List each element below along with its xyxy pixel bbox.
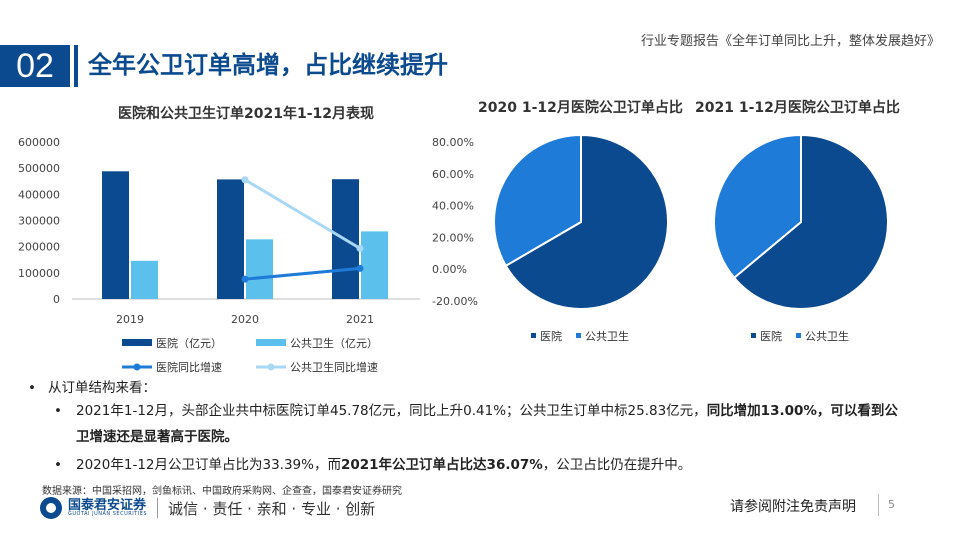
bar-series [102, 171, 388, 299]
line-series [241, 176, 364, 283]
bar-public [246, 239, 273, 299]
page-number: 5 [888, 498, 895, 511]
report-tag: 行业专题报告《全年订单同比上升，整体发展趋好》 [640, 34, 940, 49]
y2-tick-label: 0.00% [432, 263, 467, 276]
logo-cn: 国泰君安证券 [68, 498, 147, 513]
pie-2020: 医院 公共卫生 [495, 133, 669, 343]
y-tick-label: 0 [53, 293, 60, 306]
pie-2020-title: 2020 1-12月医院公卫订单占比 [478, 100, 683, 116]
left-axis-ticks: 600000 500000 400000 300000 200000 100000 0 [18, 136, 60, 306]
logo-en: GUOTAI JUNAN SECURITIES [68, 511, 148, 517]
company-logo: 国泰君安证券 GUOTAI JUNAN SECURITIES [68, 499, 147, 517]
company-logo-icon [40, 497, 62, 519]
pie-slice-public [495, 133, 582, 268]
x-tick-label: 2019 [116, 313, 144, 326]
line-point [241, 275, 249, 283]
bullet-2-text-b: ，公卫占比仍在提升中。 [542, 457, 692, 473]
y-tick-label: 300000 [18, 215, 60, 228]
bullet-dot-icon: • [54, 403, 62, 419]
bar-public [131, 260, 158, 299]
legend-swatch [796, 333, 801, 338]
pie-2021: 医院 公共卫生 [715, 133, 889, 343]
legend-swatch [751, 333, 756, 338]
slogan: 诚信 · 责任 · 亲和 · 专业 · 创新 [168, 499, 376, 518]
combo-chart: 600000 500000 400000 300000 200000 100000 0 80… [18, 136, 478, 374]
x-tick-label: 2021 [346, 313, 374, 326]
pie-slice-public [715, 133, 802, 280]
pie-2021-legend: 医院 公共卫生 [751, 329, 849, 343]
y-tick-label: 400000 [18, 188, 60, 201]
data-source: 数据来源：中国采招网，剑鱼标讯、中国政府采购网、企查查，国泰君安证券研究 [42, 486, 402, 497]
bullet-item-2: • 2020年1-12月公卫订单占比为33.39%，而2021年公卫订单占比达3… [54, 452, 906, 478]
y-tick-label: 100000 [18, 267, 60, 280]
combo-legend: 医院（亿元） 公共卫生（亿元） 医院同比增速 公共卫生同比增速 [122, 336, 378, 374]
pie-slice-hospital [732, 133, 889, 310]
bullet-item-1: • 2021年1-12月，头部企业共中标医院订单45.78亿元，同比上升0.41… [54, 398, 906, 450]
page-divider [878, 494, 879, 516]
line-hospital-growth [244, 266, 361, 281]
legend-label: 公共卫生 [805, 329, 849, 343]
bullet-1-text: 2021年1-12月，头部企业共中标医院订单45.78亿元，同比上升0.41%；… [76, 403, 707, 419]
pie-2021-title: 2021 1-12月医院公卫订单占比 [695, 100, 900, 116]
x-tick-label: 2020 [231, 313, 259, 326]
line-point [356, 264, 364, 272]
line-public-growth [244, 178, 361, 250]
legend-label: 公共卫生同比增速 [290, 360, 378, 374]
section-divider [74, 45, 78, 87]
right-axis-ticks: 80.00% 60.00% 40.00% 20.00% 0.00% -20.00% [432, 136, 478, 308]
slogan-divider [157, 498, 159, 518]
disclaimer: 请参阅附注免责声明 [730, 499, 856, 515]
bullet-1-bold-a: 同比增加13.00%， [706, 403, 831, 419]
legend-label: 公共卫生（亿元） [290, 336, 378, 350]
line-point [241, 176, 249, 184]
legend-swatch [576, 333, 581, 338]
pie-2020-legend: 医院 公共卫生 [531, 329, 629, 343]
footer-brand: 国泰君安证券 GUOTAI JUNAN SECURITIES 诚信 · 责任 ·… [40, 496, 375, 520]
pie-slice-hospital [504, 133, 669, 310]
y2-tick-label: -20.00% [432, 295, 478, 308]
legend-label: 医院（亿元） [156, 336, 222, 350]
section-title: 全年公卫订单高增，占比继续提升 [88, 51, 448, 79]
legend-label: 医院 [540, 329, 562, 343]
legend-label: 医院 [760, 329, 782, 343]
bullet-dot-icon: • [28, 380, 36, 396]
combo-chart-title: 医院和公共卫生订单2021年1-12月表现 [118, 106, 374, 122]
legend-label: 医院同比增速 [156, 360, 222, 374]
bullet-dot-icon: • [54, 457, 62, 473]
y2-tick-label: 60.00% [432, 168, 474, 181]
legend-marker [267, 363, 275, 371]
legend-marker [133, 363, 141, 371]
x-axis-ticks: 2019 2020 2021 [116, 313, 374, 326]
bar-hospital [217, 179, 244, 299]
y2-tick-label: 80.00% [432, 136, 474, 149]
bullet-2-bold: 2021年公卫订单占比达36.07% [340, 457, 543, 473]
line-point [356, 244, 364, 252]
y-tick-label: 600000 [18, 136, 60, 149]
legend-label: 公共卫生 [585, 329, 629, 343]
bullet-1-bold-b: 可以看到公卫增速还是显著高于医院。 [76, 403, 898, 445]
y2-tick-label: 40.00% [432, 200, 474, 213]
legend-swatch [122, 339, 152, 346]
bar-hospital [102, 171, 129, 299]
y-tick-label: 200000 [18, 241, 60, 254]
bullet-heading-text: 从订单结构来看： [48, 380, 156, 396]
y2-tick-label: 20.00% [432, 231, 474, 244]
legend-swatch [531, 333, 536, 338]
bullet-heading: • 从订单结构来看： [28, 376, 156, 396]
legend-swatch [256, 339, 286, 346]
bullet-2-text-a: 2020年1-12月公卫订单占比为33.39%，而 [76, 457, 341, 473]
bar-public [361, 231, 388, 299]
y-tick-label: 500000 [18, 162, 60, 175]
section-number: 02 [0, 45, 70, 87]
